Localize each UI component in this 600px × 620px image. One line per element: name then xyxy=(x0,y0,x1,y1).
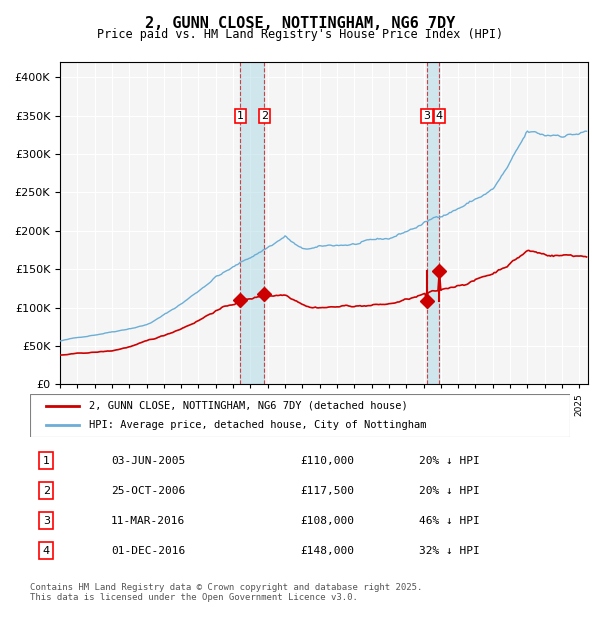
Text: £148,000: £148,000 xyxy=(300,546,354,556)
Text: 3: 3 xyxy=(424,111,430,121)
Text: 2: 2 xyxy=(261,111,268,121)
Text: 01-DEC-2016: 01-DEC-2016 xyxy=(111,546,185,556)
Text: 03-JUN-2005: 03-JUN-2005 xyxy=(111,456,185,466)
Text: 2, GUNN CLOSE, NOTTINGHAM, NG6 7DY (detached house): 2, GUNN CLOSE, NOTTINGHAM, NG6 7DY (deta… xyxy=(89,401,408,411)
Text: 2: 2 xyxy=(43,485,50,495)
Text: HPI: Average price, detached house, City of Nottingham: HPI: Average price, detached house, City… xyxy=(89,420,427,430)
Bar xyxy=(241,62,265,384)
Text: 4: 4 xyxy=(436,111,443,121)
Text: 1: 1 xyxy=(43,456,50,466)
Text: 3: 3 xyxy=(43,516,50,526)
Text: Price paid vs. HM Land Registry's House Price Index (HPI): Price paid vs. HM Land Registry's House … xyxy=(97,28,503,41)
Text: 1: 1 xyxy=(237,111,244,121)
Text: 32% ↓ HPI: 32% ↓ HPI xyxy=(419,546,479,556)
Text: 46% ↓ HPI: 46% ↓ HPI xyxy=(419,516,479,526)
Text: 4: 4 xyxy=(43,546,50,556)
Text: 25-OCT-2006: 25-OCT-2006 xyxy=(111,485,185,495)
Text: 2, GUNN CLOSE, NOTTINGHAM, NG6 7DY: 2, GUNN CLOSE, NOTTINGHAM, NG6 7DY xyxy=(145,16,455,30)
Text: 20% ↓ HPI: 20% ↓ HPI xyxy=(419,485,479,495)
Text: £110,000: £110,000 xyxy=(300,456,354,466)
Text: £117,500: £117,500 xyxy=(300,485,354,495)
Text: 11-MAR-2016: 11-MAR-2016 xyxy=(111,516,185,526)
Bar xyxy=(427,62,439,384)
Text: £108,000: £108,000 xyxy=(300,516,354,526)
Text: Contains HM Land Registry data © Crown copyright and database right 2025.
This d: Contains HM Land Registry data © Crown c… xyxy=(30,583,422,602)
FancyBboxPatch shape xyxy=(30,394,570,437)
Text: 20% ↓ HPI: 20% ↓ HPI xyxy=(419,456,479,466)
